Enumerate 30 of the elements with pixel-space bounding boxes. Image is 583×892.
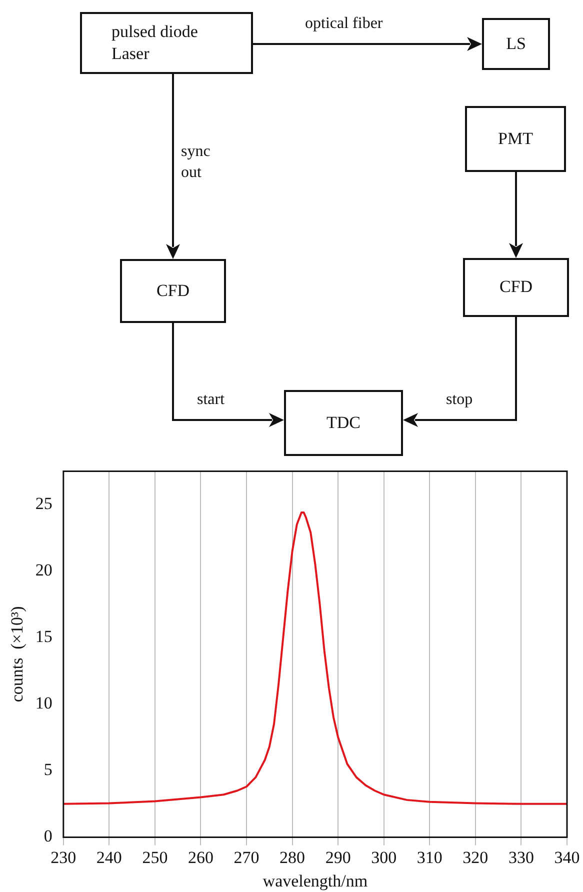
text: optical fiber [305,14,383,34]
x-tick-label: 270 [234,848,260,867]
block-box: CFD [120,259,226,323]
x-tick-label: 240 [96,848,122,867]
block-box: pulsed diode Laser [80,12,253,74]
x-tick-label: 260 [188,848,214,867]
x-tick-label: 250 [142,848,168,867]
x-tick-label: 330 [508,848,534,867]
x-tick-label: 300 [371,848,397,867]
y-tick-label: 15 [35,627,52,646]
y-tick-label: 20 [35,560,52,580]
block-box: LS [482,18,550,70]
x-tick-label: 280 [280,848,306,867]
y-axis-title: counts (×10³) [8,606,27,702]
x-tick-label: 320 [462,848,488,867]
text: start [197,390,225,410]
block-box: PMT [465,106,566,172]
block-box: TDC [284,390,403,456]
x-tick-label: 310 [416,848,442,867]
y-tick-label: 25 [35,494,52,513]
x-tick-label: 290 [325,848,351,867]
x-axis-title: wavelength/nm [262,871,368,890]
text: stop [446,390,473,410]
y-tick-label: 10 [35,694,52,713]
x-tick-label: 340 [554,848,580,867]
y-tick-label: 0 [44,826,52,846]
block-box: CFD [463,258,569,317]
x-tick-label: 230 [50,848,76,867]
text: sync out [181,142,212,183]
y-tick-label: 5 [44,760,52,780]
